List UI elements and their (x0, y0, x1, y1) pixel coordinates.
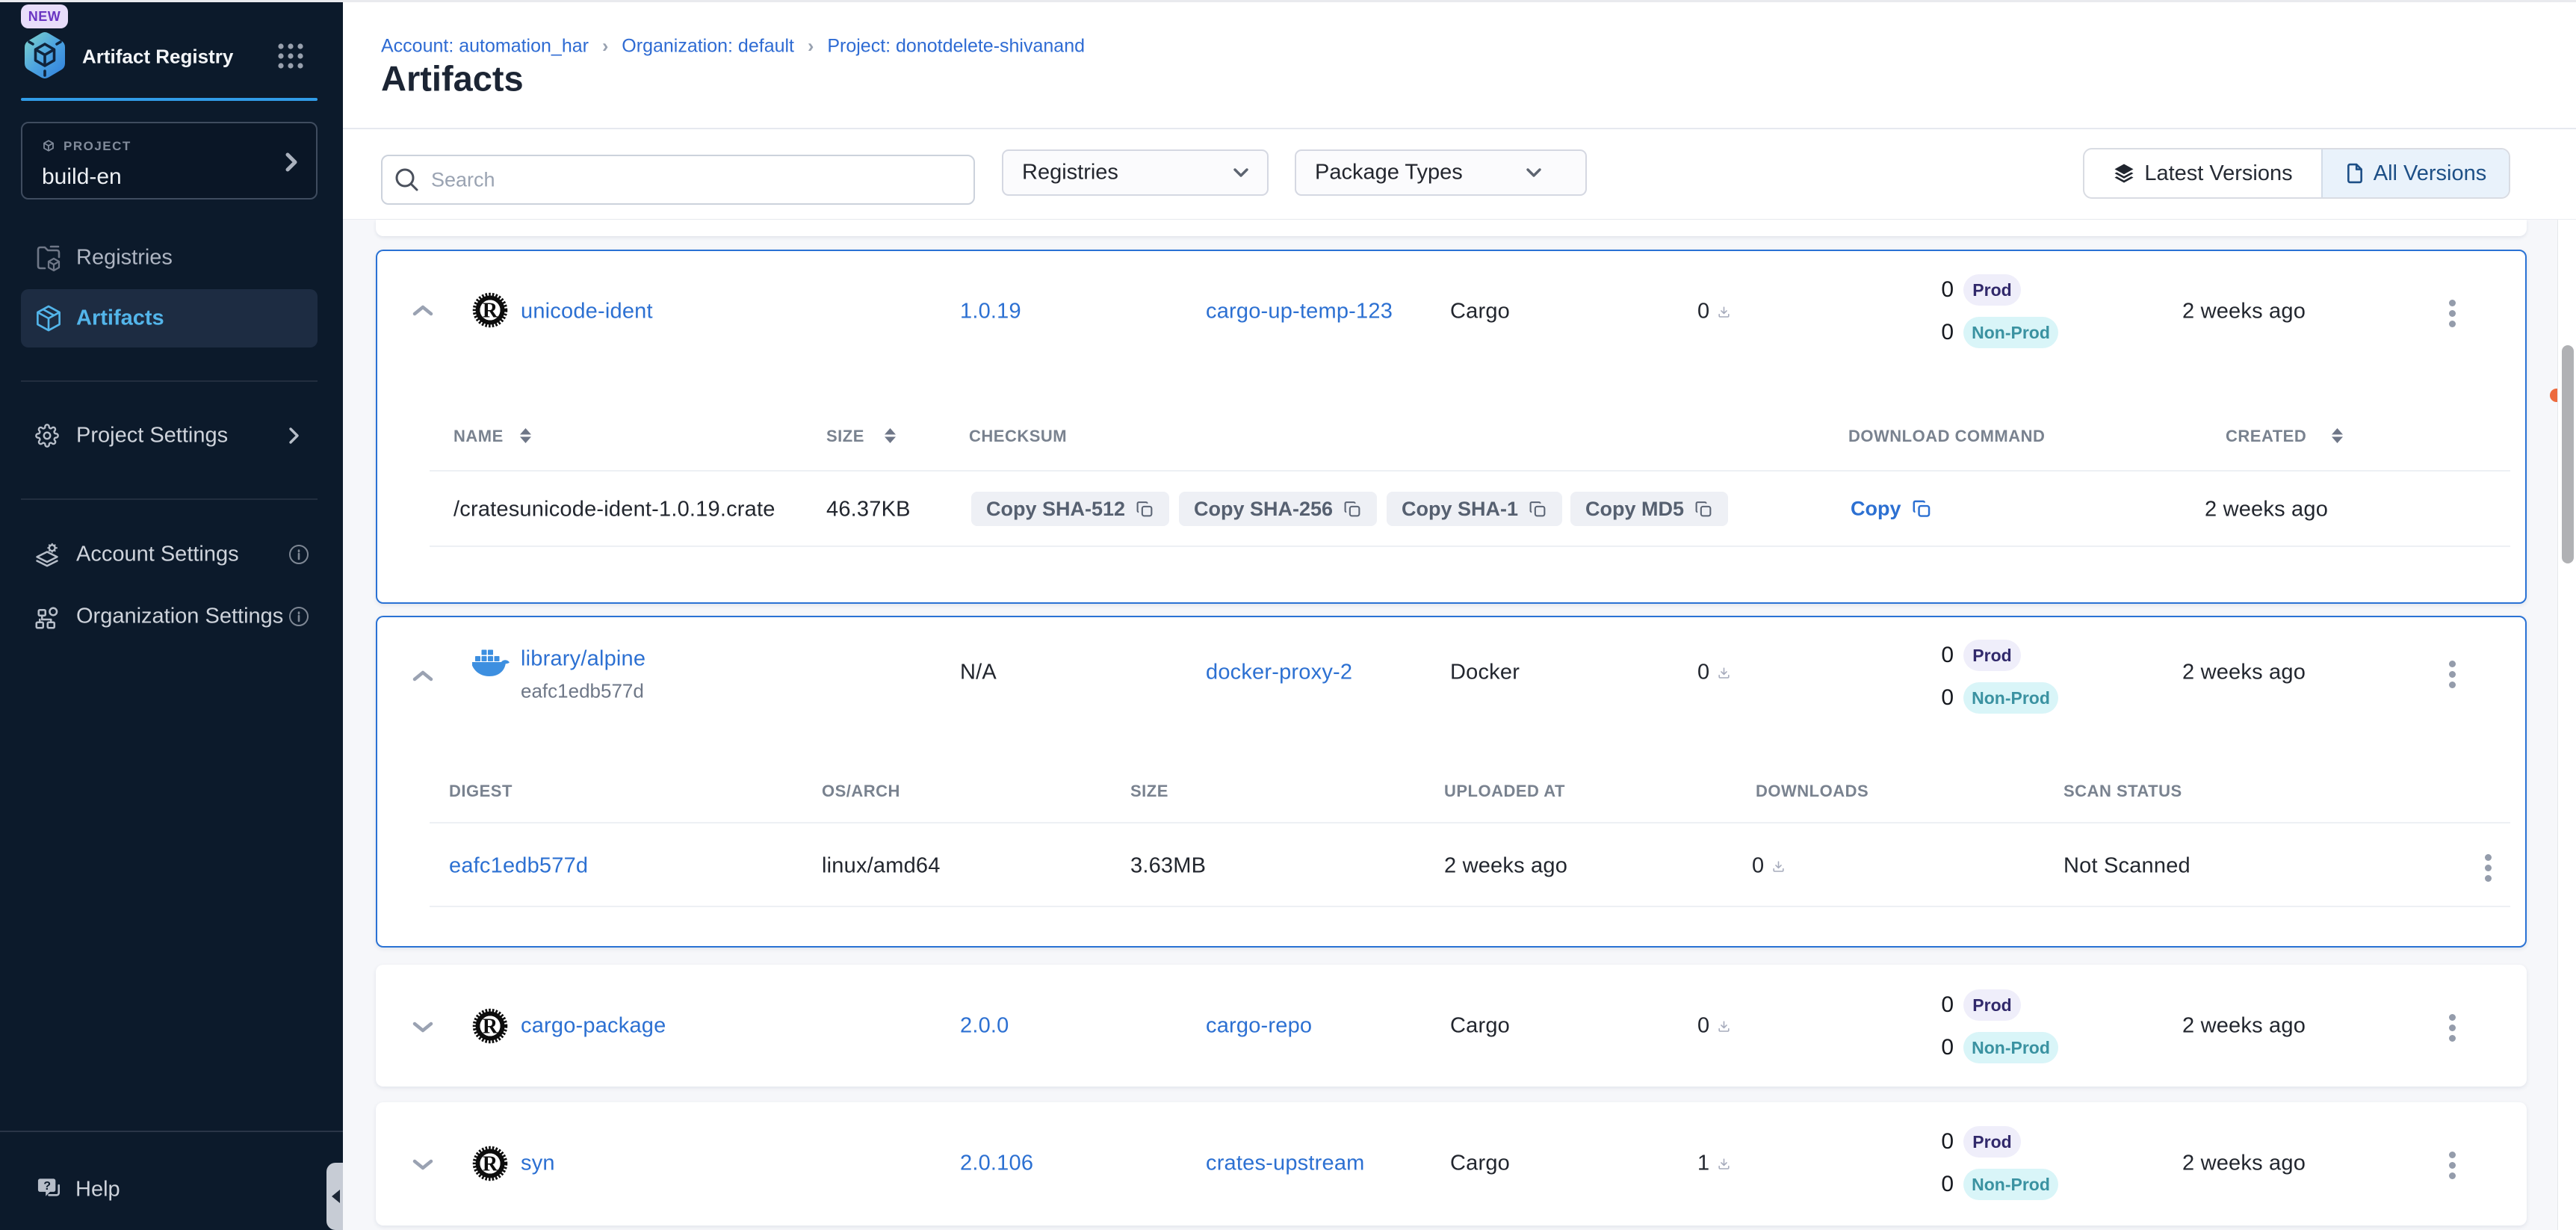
svg-text:R: R (483, 1153, 498, 1176)
svg-text:R: R (483, 1016, 498, 1039)
svg-text:?: ? (43, 1179, 51, 1193)
svg-text:R: R (483, 300, 498, 323)
